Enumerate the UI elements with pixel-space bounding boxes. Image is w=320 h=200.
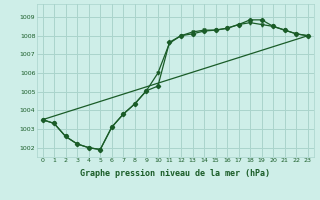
X-axis label: Graphe pression niveau de la mer (hPa): Graphe pression niveau de la mer (hPa) xyxy=(80,169,270,178)
